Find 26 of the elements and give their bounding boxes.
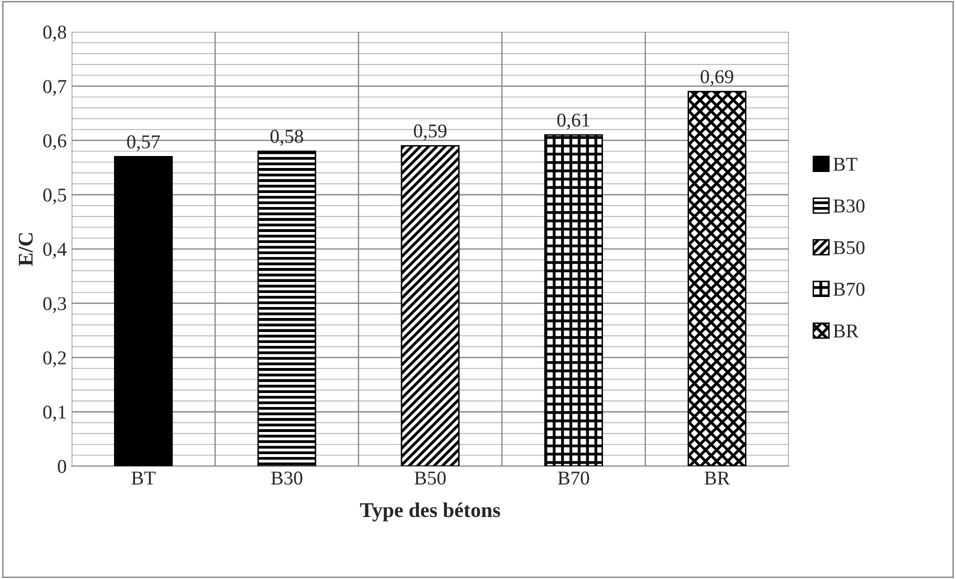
y-tick-label: 0,3	[43, 297, 66, 313]
data-label: 0,69	[700, 70, 734, 86]
y-tick-label: 0,6	[43, 134, 66, 150]
y-tick-label: 0,5	[43, 188, 66, 204]
y-tick-label: 0,7	[43, 80, 66, 96]
y-tick-label: 0	[58, 460, 66, 474]
y-tick-label: 0,4	[43, 242, 67, 259]
data-label: 0,57	[127, 135, 160, 152]
x-axis-title: Type des bétons	[360, 502, 500, 522]
y-axis-title: E/C	[18, 233, 33, 266]
y-tick-label: 0,2	[43, 351, 66, 368]
x-tick-label: B30	[271, 472, 302, 485]
y-tick-label: 0,1	[43, 406, 66, 422]
legend-label: BT	[833, 158, 858, 171]
legend-label: BR	[833, 324, 859, 338]
data-label: 0,59	[414, 124, 446, 140]
legend-label: B30	[833, 199, 864, 213]
y-tick-label: 0,8	[43, 26, 66, 42]
data-label: 0,58	[270, 130, 304, 146]
x-tick-label: B70	[558, 472, 590, 485]
x-tick-label: BR	[704, 472, 730, 485]
legend-label: B50	[833, 241, 864, 254]
x-tick-label: BT	[132, 472, 156, 485]
data-label: 0,61	[557, 114, 590, 130]
legend-label: B70	[833, 282, 864, 296]
x-tick-label: B50	[414, 472, 446, 485]
